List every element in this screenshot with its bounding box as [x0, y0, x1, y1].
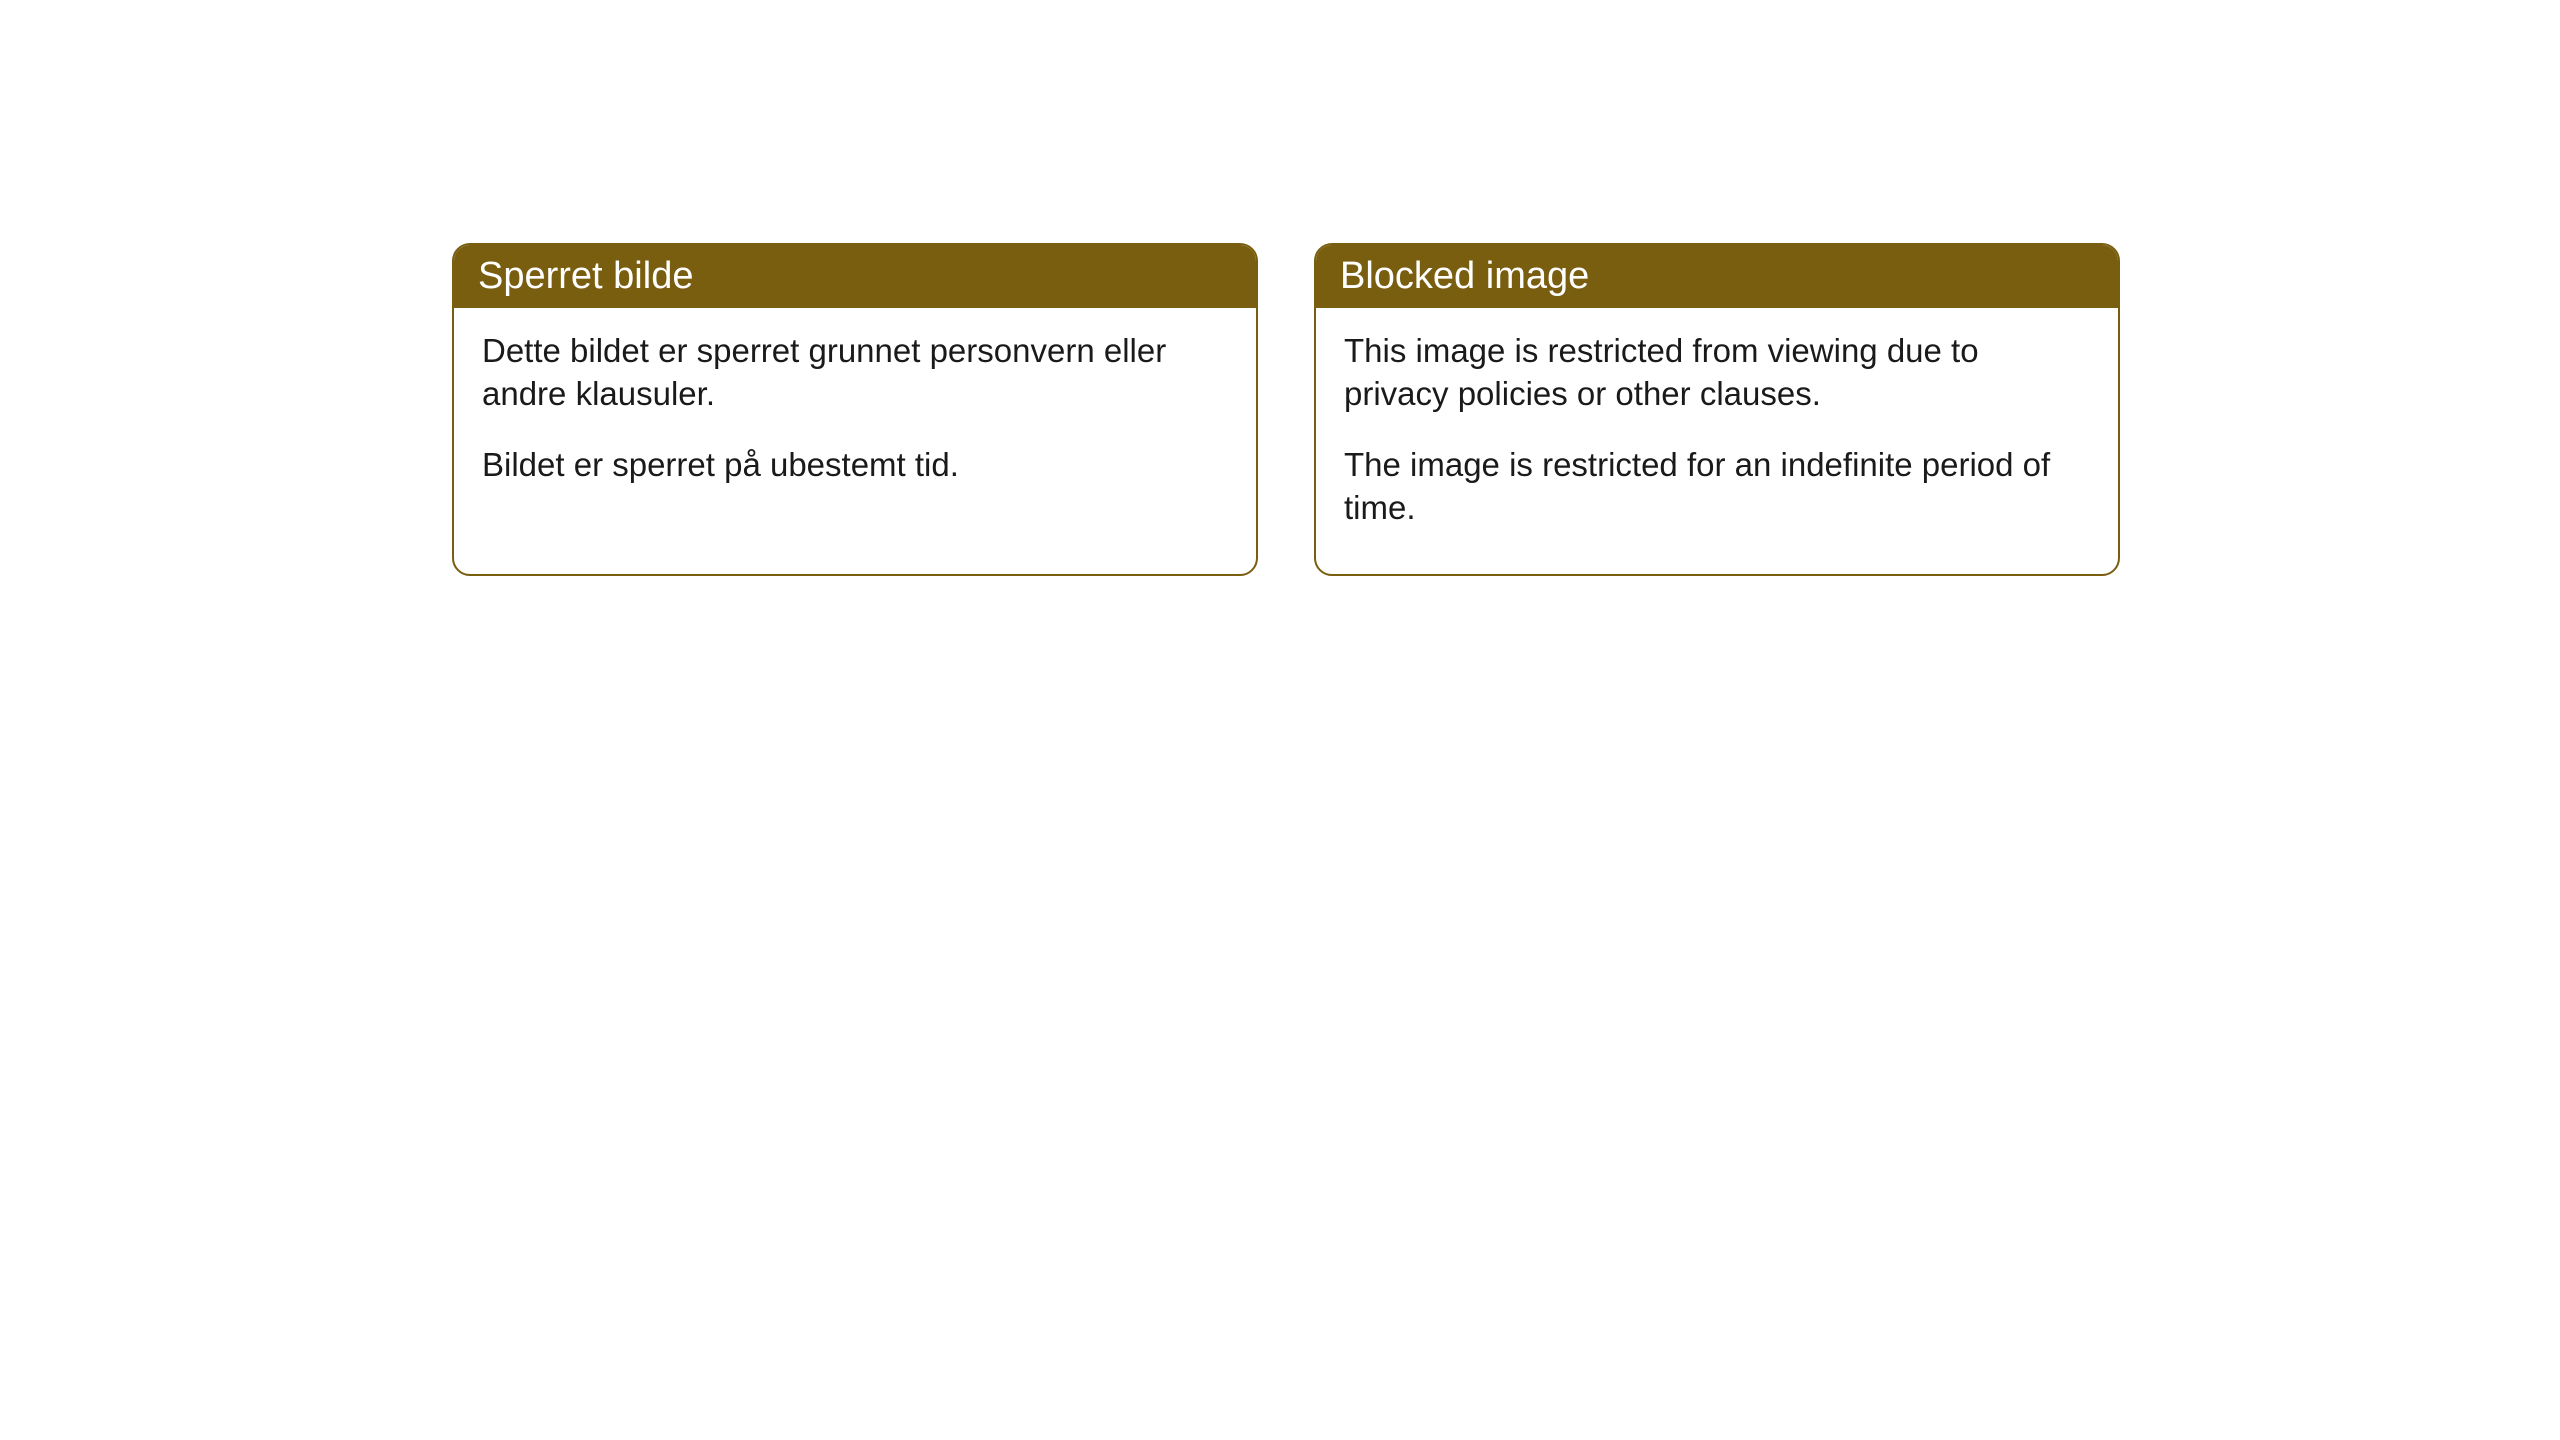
- card-body-paragraph: The image is restricted for an indefinit…: [1344, 444, 2090, 530]
- card-body-paragraph: Dette bildet er sperret grunnet personve…: [482, 330, 1228, 416]
- card-header: Blocked image: [1316, 245, 2118, 308]
- card-body-paragraph: Bildet er sperret på ubestemt tid.: [482, 444, 1228, 487]
- card-body: This image is restricted from viewing du…: [1316, 308, 2118, 574]
- card-body: Dette bildet er sperret grunnet personve…: [454, 308, 1256, 531]
- card-header: Sperret bilde: [454, 245, 1256, 308]
- notice-card-norwegian: Sperret bilde Dette bildet er sperret gr…: [452, 243, 1258, 576]
- notice-card-english: Blocked image This image is restricted f…: [1314, 243, 2120, 576]
- notice-cards-container: Sperret bilde Dette bildet er sperret gr…: [0, 0, 2560, 576]
- card-body-paragraph: This image is restricted from viewing du…: [1344, 330, 2090, 416]
